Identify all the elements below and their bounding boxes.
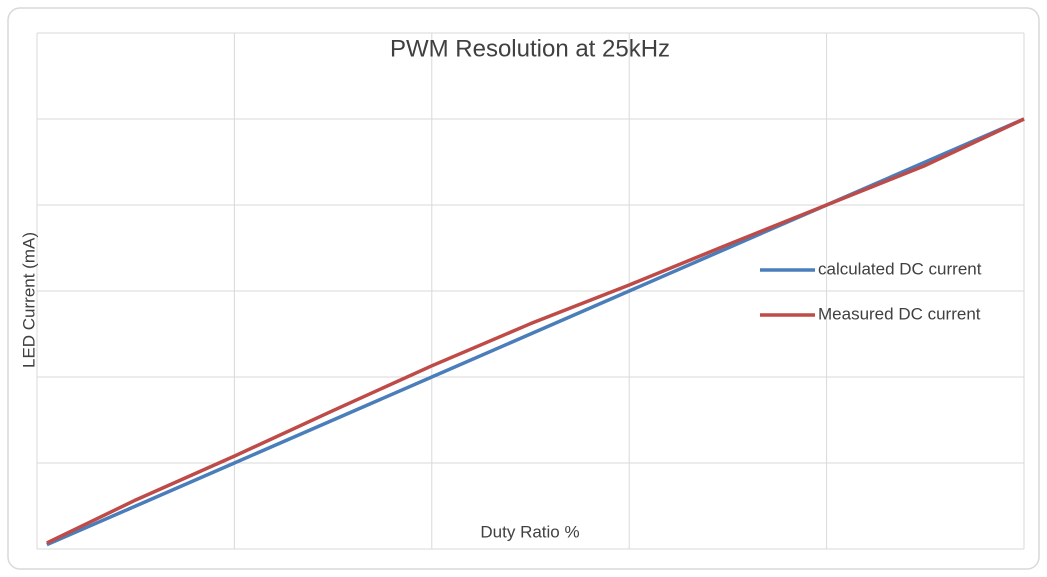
legend: calculated DC current Measured DC current — [760, 259, 982, 323]
legend-label: calculated DC current — [818, 259, 982, 278]
chart-frame — [7, 7, 1040, 570]
chart-title: PWM Resolution at 25kHz — [390, 35, 670, 62]
lines — [46, 117, 1025, 547]
y-axis-label: LED Current (mA) — [19, 232, 38, 368]
series-line — [46, 117, 1025, 545]
legend-label: Measured DC current — [818, 304, 981, 323]
x-axis-label: Duty Ratio % — [480, 522, 579, 541]
